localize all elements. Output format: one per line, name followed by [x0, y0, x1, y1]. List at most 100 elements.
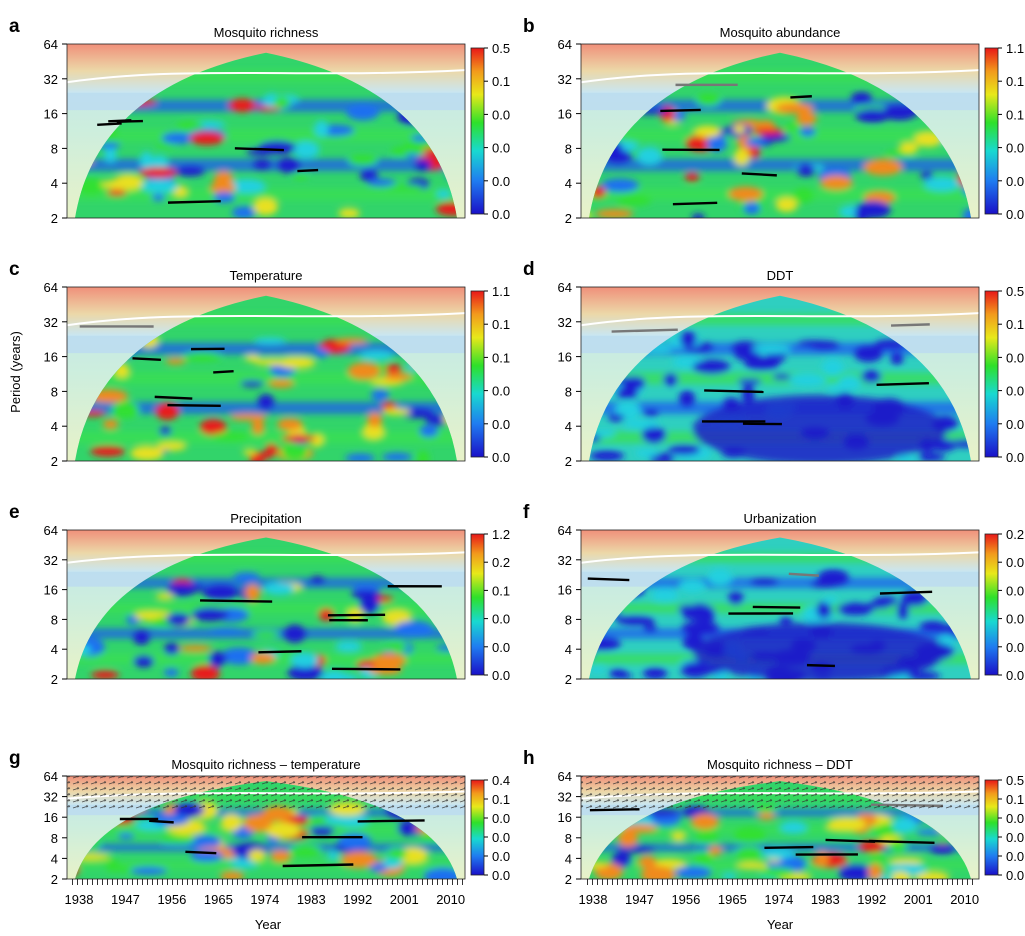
x-tick-label: 1983	[811, 892, 840, 907]
colorbar-tick-label: 0.1	[1006, 74, 1024, 89]
colorbar-tick-label: 1.2	[492, 527, 510, 542]
y-tick-label: 64	[44, 280, 58, 295]
colorbar-tick-label: 0.0	[1006, 612, 1024, 627]
colorbar-tick-label: 0.0	[492, 174, 510, 189]
colorbar-tick-label: 0.0	[1006, 417, 1024, 432]
y-tick-label: 64	[558, 523, 572, 538]
colorbar-tick-label: 0.0	[492, 668, 510, 683]
plot-frame	[66, 529, 466, 680]
plot-frame	[66, 43, 466, 219]
colorbar-tick-label: 0.0	[1006, 640, 1024, 655]
panel-letter: f	[523, 502, 530, 523]
colorbar-tick-label: 0.0	[492, 417, 510, 432]
x-tick-label: 1947	[625, 892, 654, 907]
y-tick-label: 32	[558, 790, 572, 805]
colorbar	[984, 533, 999, 676]
y-tick-label: 8	[565, 831, 572, 846]
y-tick-label: 4	[565, 419, 572, 434]
panel-title: Mosquito abundance	[720, 25, 841, 40]
y-tick-label: 2	[51, 211, 58, 226]
x-tick-label: 1956	[671, 892, 700, 907]
x-axis-label-right: Year	[767, 917, 794, 932]
y-tick-label: 64	[558, 769, 572, 784]
panels-root: Mosquito richness a 2 4 8 16 32 64 0.5 0.1 0.0 0.0 0…	[9, 16, 1024, 907]
plot-frame	[580, 43, 980, 219]
colorbar-tick-label: 0.0	[1006, 811, 1024, 826]
y-tick-label: 2	[565, 211, 572, 226]
y-tick-label: 32	[44, 790, 58, 805]
colorbar-tick-label: 0.0	[1006, 830, 1024, 845]
colorbar-tick-label: 0.1	[492, 74, 510, 89]
ridge-lines	[119, 817, 425, 868]
colorbar	[470, 533, 485, 676]
ridge-lines	[660, 83, 812, 206]
y-tick-label: 64	[558, 280, 572, 295]
y-tick-label: 4	[51, 419, 58, 434]
y-tick-label: 16	[44, 810, 58, 825]
panel-title: DDT	[767, 268, 794, 283]
y-tick-label: 16	[44, 583, 58, 598]
y-tick-label: 16	[558, 350, 572, 365]
y-tick-label: 4	[565, 642, 572, 657]
plot-frame	[66, 286, 466, 462]
panel-b: Mosquito abundance b 2 4 8 16 32 64 1.1 0.1 0.1 0.0…	[523, 16, 1024, 226]
x-tick-label: 2001	[904, 892, 933, 907]
panel-letter: e	[9, 502, 20, 523]
y-tick-label: 8	[565, 612, 572, 627]
colorbar-tick-label: 0.1	[492, 317, 510, 332]
y-tick-label: 32	[44, 315, 58, 330]
y-tick-label: 4	[51, 642, 58, 657]
x-minor-ticks	[583, 879, 977, 885]
y-tick-label: 8	[51, 831, 58, 846]
y-tick-label: 32	[558, 315, 572, 330]
y-tick-label: 4	[565, 176, 572, 191]
colorbar-tick-label: 0.0	[492, 849, 510, 864]
colorbar-tick-label: 0.1	[492, 792, 510, 807]
panel-title: Urbanization	[744, 511, 817, 526]
colorbar-tick-label: 0.0	[1006, 450, 1024, 465]
x-tick-label: 1956	[157, 892, 186, 907]
y-tick-label: 8	[51, 141, 58, 156]
panel-d: DDT d 2 4 8 16 32 64 0.5 0.1 0.0 0.0 0.0 0.0	[523, 259, 1024, 469]
x-tick-label: 1974	[250, 892, 279, 907]
colorbar-tick-label: 0.1	[492, 350, 510, 365]
colorbar-tick-label: 0.2	[492, 555, 510, 570]
plot-frame	[580, 286, 980, 462]
y-tick-label: 2	[565, 454, 572, 469]
significance-contour	[67, 551, 465, 564]
ridge-lines	[79, 325, 234, 407]
x-tick-label: 1965	[204, 892, 233, 907]
phase-arrows	[67, 776, 465, 809]
colorbar-tick-label: 0.1	[1006, 107, 1024, 122]
y-tick-label: 16	[44, 107, 58, 122]
colorbar-tick-label: 0.0	[492, 868, 510, 883]
y-tick-label: 2	[51, 872, 58, 887]
panel-title: Mosquito richness – DDT	[707, 757, 853, 772]
colorbar-tick-label: 0.2	[1006, 527, 1024, 542]
panel-e: Precipitation e 2 4 8 16 32 64 1.2 0.2 0.1 0.0 0.0 0.…	[9, 502, 510, 687]
significance-contour	[581, 312, 979, 327]
panel-h: Mosquito richness – DDT h 2 4 8 16 32 64 1938 194…	[523, 748, 1024, 907]
panel-title: Mosquito richness	[214, 25, 319, 40]
ridge-lines	[587, 572, 933, 668]
y-tick-label: 2	[565, 872, 572, 887]
panel-title: Temperature	[230, 268, 303, 283]
panel-letter: a	[9, 16, 20, 37]
colorbar	[984, 290, 999, 458]
ridge-lines	[200, 585, 442, 671]
y-tick-label: 4	[565, 851, 572, 866]
panel-f: Urbanization f 2 4 8 16 32 64 0.2 0.0 0.0 0.0 0.0 0.0	[523, 502, 1024, 687]
colorbar-tick-label: 0.5	[1006, 773, 1024, 788]
colorbar-tick-label: 0.0	[492, 207, 510, 222]
colorbar-tick-label: 1.1	[1006, 41, 1024, 56]
colorbar-tick-label: 0.0	[492, 811, 510, 826]
colorbar-tick-label: 0.0	[492, 384, 510, 399]
y-tick-label: 32	[44, 72, 58, 87]
colorbar-tick-label: 0.5	[1006, 284, 1024, 299]
x-tick-label: 1938	[579, 892, 608, 907]
x-tick-label: 1983	[297, 892, 326, 907]
colorbar-tick-label: 0.0	[1006, 668, 1024, 683]
colorbar-tick-label: 0.0	[1006, 384, 1024, 399]
colorbar-tick-label: 0.0	[1006, 555, 1024, 570]
colorbar-tick-label: 0.0	[492, 107, 510, 122]
